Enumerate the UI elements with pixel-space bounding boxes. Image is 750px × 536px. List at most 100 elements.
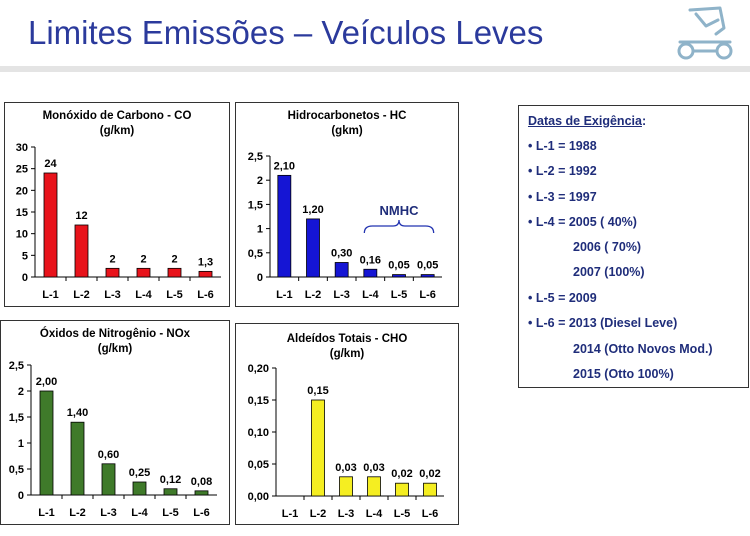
bar: [395, 482, 409, 497]
category-label: L-5: [166, 289, 183, 301]
y-tick-label: 30: [16, 142, 28, 154]
bar: [70, 421, 85, 496]
category-label: L-6: [419, 289, 436, 301]
category-label: L-4: [135, 289, 152, 301]
data-label: 0,15: [307, 385, 328, 397]
data-label: 0,08: [191, 476, 212, 488]
category-label: L-4: [131, 507, 148, 519]
cho-chart: Aldeídos Totais - CHO (g/km) 0,00 0,05 0,1…: [235, 323, 459, 525]
bar: [132, 481, 147, 496]
bar: [39, 390, 54, 496]
chart-unit: (gkm): [331, 125, 363, 137]
bar: [334, 262, 349, 278]
y-tick-label: 1: [257, 224, 263, 236]
data-label: 2,10: [274, 160, 295, 172]
y-tick-label: 0: [18, 490, 24, 502]
data-label: 0,03: [363, 462, 384, 474]
chart-title: Monóxido de Carbono - CO: [42, 110, 192, 122]
y-tick-label: 2,5: [9, 360, 24, 372]
date-line: • L-6 = 2013 (Diesel Leve): [528, 316, 678, 330]
chart-title: Óxidos de Nitrogênio - NOx: [39, 328, 191, 340]
y-tick-label: 0,10: [248, 427, 269, 439]
category-label: L-3: [333, 289, 350, 301]
data-label: 0,05: [417, 260, 438, 272]
bar: [194, 490, 209, 496]
category-label: L-1: [276, 289, 293, 301]
category-label: L-1: [38, 507, 55, 519]
bar: [136, 267, 151, 278]
y-tick-label: 0,20: [248, 363, 269, 375]
data-label: 24: [44, 158, 57, 170]
bar: [277, 174, 292, 278]
category-label: L-2: [310, 508, 327, 520]
y-tick-label: 25: [16, 164, 28, 176]
chart-title: Aldeídos Totais - CHO: [286, 333, 408, 345]
hc-chart: Hidrocarbonetos - HC (gkm) 0 0,5 1 1,5 2 2,5 2…: [235, 102, 459, 307]
category-label: L-1: [42, 289, 59, 301]
bar: [105, 267, 120, 278]
category-label: L-2: [73, 289, 90, 301]
date-line: • L-5 = 2009: [528, 291, 597, 305]
category-label: L-5: [391, 289, 408, 301]
data-label: 0,30: [331, 247, 352, 259]
vehicle-logo-icon: [672, 4, 738, 67]
data-label: 2: [140, 253, 146, 265]
bar: [311, 399, 325, 497]
data-label: 0,02: [391, 468, 412, 480]
y-tick-label: 0: [22, 272, 28, 284]
data-label: 1,20: [302, 204, 323, 216]
category-label: L-6: [193, 507, 210, 519]
nmhc-annotation: NMHC: [380, 203, 420, 218]
data-label: 0,25: [129, 467, 150, 479]
date-line: • L-1 = 1988: [528, 139, 597, 153]
chart-svg: 0 5 10 15 20 25 30 24 L-1 12 L-2 2 L-3 2 L-4 2 L-5 1,3 L-6: [16, 142, 221, 301]
chart-svg: 0,00 0,05 0,10 0,15 0,20 L-1 0,15 L-2 0,03 L-3 0,0…: [248, 363, 444, 520]
y-tick-label: 0,00: [248, 491, 269, 503]
y-tick-label: 2: [18, 386, 24, 398]
data-label: 0,03: [335, 462, 356, 474]
chart-svg: 0 0,5 1 1,5 2 2,5 2,10 L-1 1,20 L-2 0,30 L-3 0,16 L-4…: [248, 151, 442, 301]
chart-unit: (g/km): [329, 348, 365, 360]
date-line: • L-3 = 1997: [528, 190, 597, 204]
data-label: 12: [75, 210, 87, 222]
data-label: 2: [171, 253, 177, 265]
data-label: 0,16: [360, 254, 381, 266]
y-tick-label: 1,5: [248, 199, 263, 211]
nmhc-brace: [363, 219, 435, 234]
data-label: 0,12: [160, 474, 181, 486]
bar: [420, 274, 435, 278]
category-label: L-4: [366, 508, 383, 520]
y-tick-label: 5: [22, 250, 28, 262]
y-tick-label: 1: [18, 438, 24, 450]
chart-unit: (g/km): [99, 125, 135, 137]
nox-chart: Óxidos de Nitrogênio - NOx (g/km) 0 0,5 1 1…: [0, 320, 230, 525]
data-label: 0,60: [98, 449, 119, 461]
data-label: 1,40: [67, 407, 88, 419]
category-label: L-6: [197, 289, 214, 301]
date-line: 2006 ( 70%): [573, 240, 642, 254]
chart-title: Hidrocarbonetos - HC: [287, 110, 407, 122]
category-label: L-3: [338, 508, 355, 520]
page-title: Limites Emissões – Veículos Leves: [28, 14, 544, 51]
bar: [363, 268, 378, 278]
y-tick-label: 0: [257, 272, 263, 284]
bar: [101, 463, 116, 496]
bar: [423, 482, 437, 497]
y-tick-label: 0,05: [248, 459, 269, 471]
date-line: • L-2 = 1992: [528, 164, 597, 178]
date-line: • L-4 = 2005 ( 40%): [528, 215, 637, 229]
dates-heading: Datas de Exigência:: [528, 114, 647, 128]
chart-unit: (g/km): [97, 343, 133, 355]
co-chart: Monóxido de Carbono - CO (g/km) 0 5 10 15 20…: [4, 102, 230, 307]
y-tick-label: 0,15: [248, 395, 269, 407]
requirement-dates-box: Datas de Exigência: • L-1 = 1988 • L-2 =…: [518, 105, 749, 388]
bar: [43, 172, 58, 278]
y-tick-label: 0,5: [9, 464, 24, 476]
y-tick-label: 2,5: [248, 151, 263, 163]
data-label: 0,05: [388, 260, 409, 272]
category-label: L-5: [394, 508, 411, 520]
bar: [392, 274, 406, 278]
bar: [163, 488, 178, 496]
bar: [74, 224, 89, 278]
category-label: L-3: [100, 507, 117, 519]
